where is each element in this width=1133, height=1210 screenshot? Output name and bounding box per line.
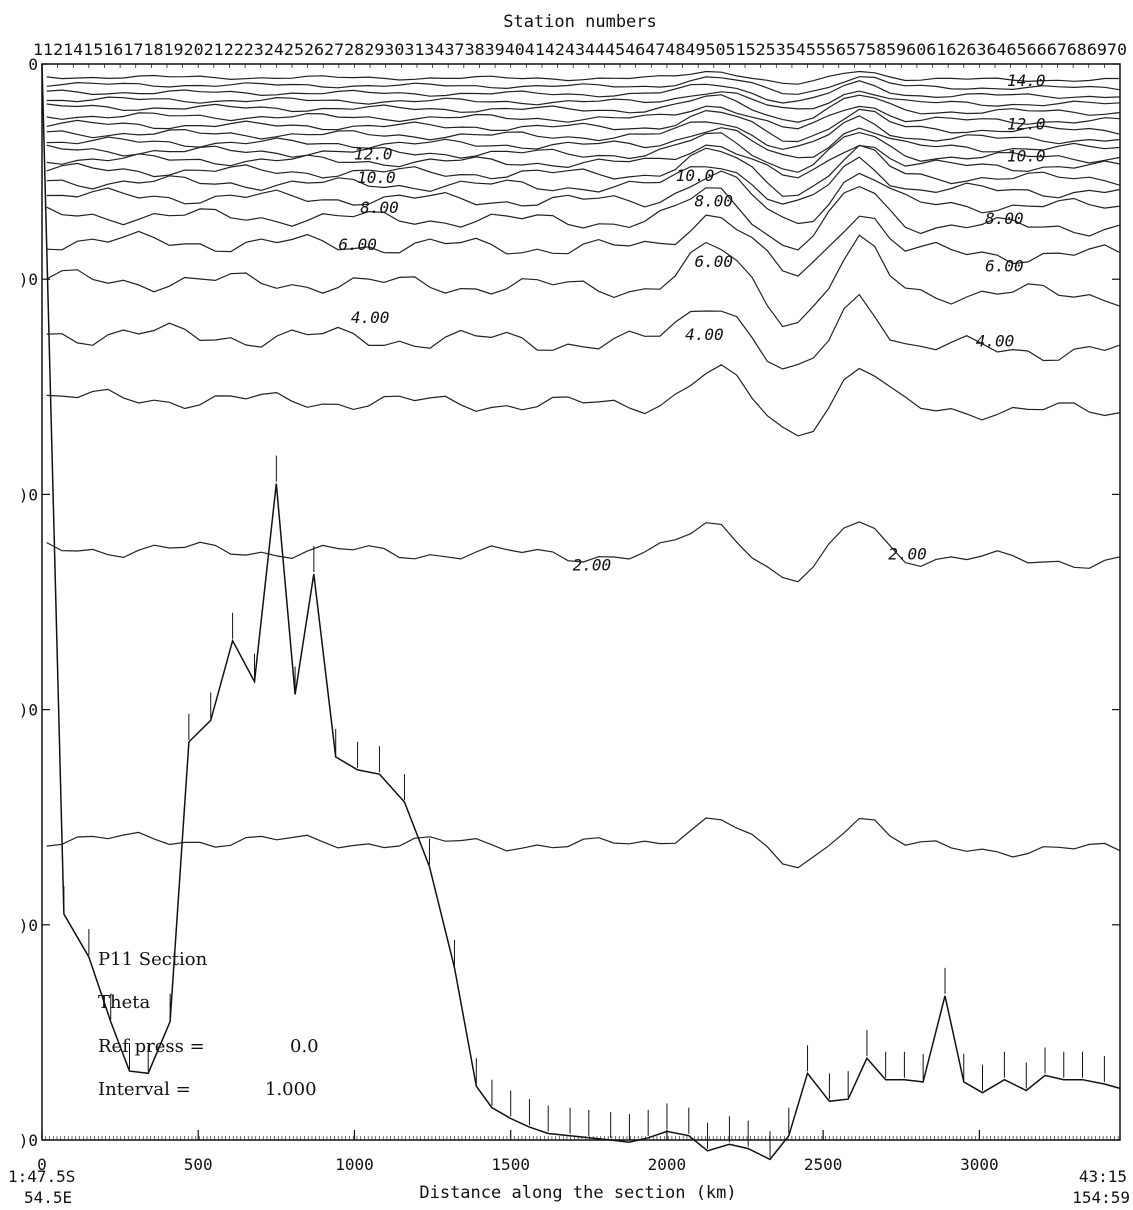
contour-label: 8.00: [695, 192, 734, 211]
x-tick-label: 2500: [804, 1155, 843, 1174]
contour-label: 4.00: [351, 308, 390, 327]
contour-labels: 14.0 12.0 10.0 10.0 12.0 8.00 6.00 8.00 6.00 4.00…: [338, 71, 1045, 574]
contour-label: 10.0: [357, 168, 396, 187]
end-longitude: 154:59: [1072, 1188, 1130, 1207]
contour-line: [46, 144, 1121, 197]
contour-line: [46, 185, 1121, 251]
end-latitude: 43:15: [1079, 1167, 1127, 1186]
contour-lines: [46, 70, 1121, 869]
x-tick-label: 2000: [648, 1155, 687, 1174]
y-tick-label: 0: [28, 55, 38, 74]
x-axis-title: Distance along the section (km): [419, 1183, 736, 1203]
contour-line: [46, 234, 1121, 328]
contour-label: 10.0: [1007, 147, 1046, 166]
contour-line: [46, 115, 1121, 150]
x-tick-label: 1000: [335, 1155, 374, 1174]
x-tick-label: 0: [37, 1155, 47, 1174]
bottom-depth-profile: [41, 63, 1121, 1161]
info-ref-press-value: 0.0: [290, 1036, 319, 1057]
contour-line: [46, 144, 1121, 179]
x-tick-label: 500: [184, 1155, 213, 1174]
y-tick-label: )0: [19, 916, 38, 935]
contour-line: [46, 170, 1121, 225]
contour-line: [46, 94, 1121, 123]
contour-line: [46, 817, 1121, 869]
contour-line: [46, 80, 1121, 104]
contour-line: [46, 127, 1121, 159]
start-longitude: 54.5E: [24, 1188, 72, 1207]
contour-label: 6.00: [695, 252, 734, 271]
contour-line: [46, 70, 1120, 85]
y-axis-ticks: 0 )0 )0 )0 )0 )0: [19, 55, 1120, 1150]
contour-label: 12.0: [1007, 114, 1046, 133]
contour-line: [46, 214, 1121, 277]
contour-line: [46, 105, 1121, 130]
info-interval-label: Interval =: [98, 1079, 191, 1100]
contour-line: [46, 156, 1121, 205]
x-axis-ticks: 0 500 1000 1500 2000 2500 3000: [37, 64, 1121, 1174]
top-axis-station-ticks: 1121415161718192021222324252627282930313…: [33, 40, 1127, 59]
contour-label: 2.00: [573, 555, 612, 574]
x-tick-label: 1500: [491, 1155, 530, 1174]
y-tick-label: )0: [19, 1131, 38, 1150]
x-tick-label: 3000: [960, 1155, 999, 1174]
contour-label: 10.0: [676, 166, 715, 185]
contour-label: 2.00: [888, 545, 927, 564]
info-ref-press-label: Ref press =: [98, 1036, 205, 1057]
contour-label: 6.00: [985, 256, 1024, 275]
contour-line: [46, 108, 1121, 143]
info-box: P11 Section Theta Ref press = 0.0 Interv…: [98, 949, 319, 1100]
y-tick-label: )0: [19, 270, 38, 289]
contour-line: [46, 521, 1121, 583]
contour-line: [46, 90, 1121, 110]
y-tick-label: )0: [19, 701, 38, 720]
contour-line: [46, 364, 1121, 437]
contour-label: 12.0: [354, 144, 393, 163]
start-latitude: 1:47.5S: [8, 1167, 75, 1186]
contour-label: 4.00: [976, 332, 1015, 351]
info-variable: Theta: [98, 992, 150, 1013]
contour-label: 14.0: [1007, 71, 1046, 90]
info-section: P11 Section: [98, 949, 208, 970]
y-tick-label: )0: [19, 485, 38, 504]
contour-label: 8.00: [360, 198, 399, 217]
contour-line: [46, 131, 1121, 173]
contour-label: 4.00: [685, 325, 724, 344]
top-axis-title: Station numbers: [503, 12, 657, 32]
info-interval-value: 1.000: [265, 1079, 317, 1100]
contour-label: 6.00: [338, 235, 377, 254]
contour-line: [46, 293, 1121, 370]
bottom-depth-line: [41, 63, 1121, 1161]
contour-line: [46, 76, 1121, 95]
plot-frame: [41, 63, 1121, 1141]
contour-label: 8.00: [985, 209, 1024, 228]
